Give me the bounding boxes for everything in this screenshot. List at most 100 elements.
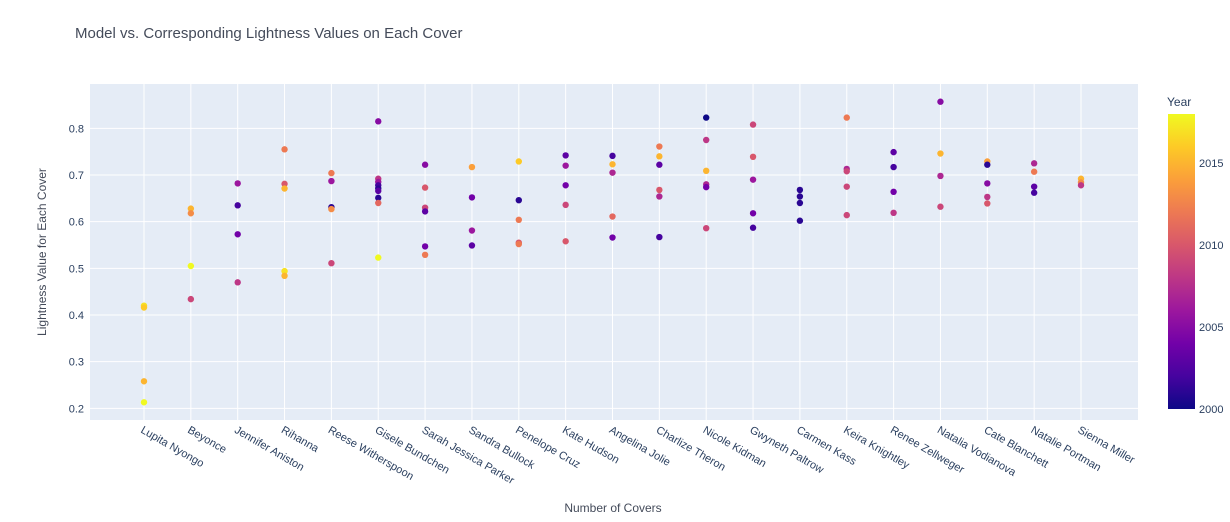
data-point (281, 267, 288, 275)
data-point (609, 213, 616, 220)
colorbar (1168, 114, 1195, 409)
data-point (890, 188, 897, 195)
data-point (796, 199, 804, 207)
data-point (656, 153, 663, 160)
data-point (187, 210, 195, 217)
data-point (796, 186, 804, 194)
data-point (843, 114, 850, 121)
data-point (749, 121, 757, 128)
data-point (421, 243, 429, 250)
data-point (562, 201, 569, 209)
data-point (796, 193, 804, 200)
data-point (468, 163, 476, 171)
data-point (609, 161, 616, 168)
data-point (984, 193, 991, 201)
data-point (937, 150, 944, 157)
colorbar-tick-label: 2015 (1199, 158, 1223, 170)
data-point (140, 399, 148, 406)
data-point (609, 234, 616, 241)
colorbar-tick-label: 2010 (1199, 240, 1223, 252)
data-point (234, 279, 241, 286)
y-tick-label: 0.8 (69, 123, 84, 135)
data-point (234, 202, 241, 209)
data-points (140, 98, 1085, 406)
data-point (656, 193, 663, 200)
data-point (703, 225, 710, 232)
data-point (375, 118, 382, 125)
data-point (703, 114, 710, 121)
data-point (749, 153, 757, 160)
data-point (328, 177, 335, 185)
data-point (421, 251, 429, 258)
y-tick-label: 0.2 (69, 403, 84, 415)
data-point (562, 162, 569, 169)
data-point (187, 295, 195, 303)
data-point (562, 238, 569, 245)
data-point (468, 227, 476, 234)
chart-title: Model vs. Corresponding Lightness Values… (75, 25, 462, 42)
y-tick-label: 0.6 (69, 217, 84, 229)
data-point (468, 242, 476, 249)
data-point (187, 262, 195, 270)
data-point (187, 205, 195, 212)
data-point (234, 231, 241, 238)
data-point (749, 224, 757, 231)
data-point (843, 211, 850, 219)
y-axis-title: Lightness Value for Each Cover (35, 168, 49, 336)
x-gridlines (143, 84, 1082, 420)
data-point (375, 254, 382, 261)
data-point (468, 194, 476, 201)
data-point (984, 161, 991, 168)
data-point (515, 240, 522, 248)
colorbar-ticks: 2000 2005 2010 2015 (1199, 158, 1223, 416)
colorbar-tick-label: 2005 (1199, 322, 1223, 334)
data-point (937, 98, 944, 105)
data-point (281, 180, 288, 188)
data-point (281, 185, 288, 192)
data-point (703, 136, 710, 144)
y-tick-label: 0.5 (69, 263, 84, 275)
data-point (140, 304, 148, 311)
data-point (281, 146, 288, 153)
data-point (890, 148, 897, 156)
data-point (515, 216, 522, 223)
data-point (515, 158, 522, 165)
data-point (375, 187, 382, 195)
data-point (1030, 183, 1038, 190)
data-point (1030, 168, 1038, 175)
data-point (421, 208, 429, 215)
data-point (937, 203, 944, 210)
data-point (562, 182, 569, 189)
data-point (1030, 160, 1038, 167)
y-tick-label: 0.4 (69, 310, 84, 322)
data-point (375, 199, 382, 207)
data-point (656, 161, 663, 168)
data-point (421, 161, 429, 168)
data-point (984, 180, 991, 187)
colorbar-title: Year (1167, 95, 1191, 109)
x-tick-label: Reese Witherspoon (326, 424, 416, 483)
data-point (796, 217, 804, 224)
data-point (749, 210, 757, 217)
data-point (656, 186, 663, 194)
data-point (656, 143, 663, 150)
data-point (375, 194, 382, 202)
data-point (890, 163, 897, 171)
y-tick-label: 0.7 (69, 170, 84, 182)
y-tick-labels: 0.2 0.3 0.4 0.5 0.6 0.7 0.8 (69, 123, 84, 415)
data-point (843, 168, 850, 175)
data-point (890, 209, 897, 216)
data-point (984, 200, 991, 207)
data-point (843, 183, 850, 190)
data-point (328, 205, 335, 213)
data-point (1077, 182, 1085, 189)
plot-background (90, 84, 1138, 420)
y-tick-label: 0.3 (69, 357, 84, 369)
data-point (656, 233, 663, 241)
x-axis-title: Number of Covers (564, 501, 661, 515)
data-point (703, 167, 710, 174)
data-point (140, 378, 148, 385)
data-point (328, 260, 335, 267)
